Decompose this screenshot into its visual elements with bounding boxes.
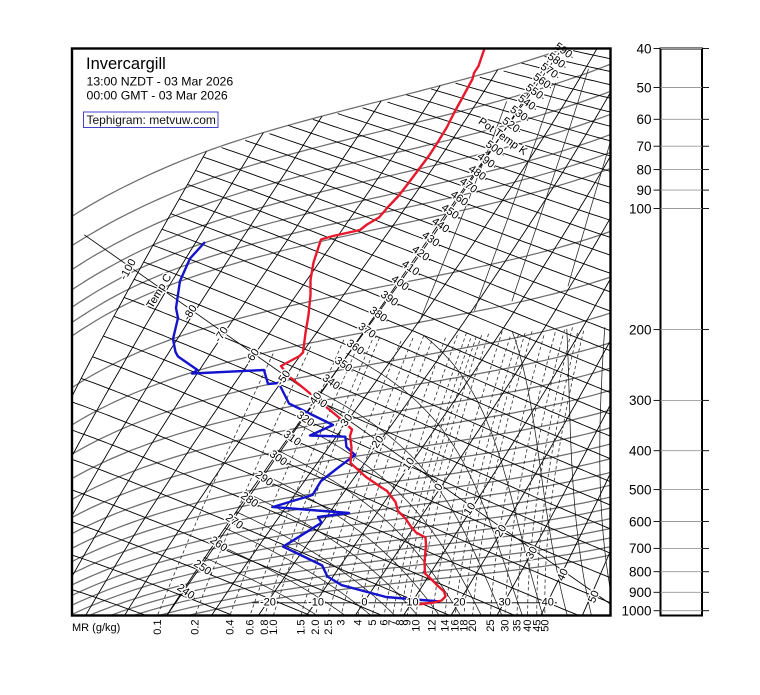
svg-text:900: 900 <box>629 585 652 600</box>
svg-text:800: 800 <box>629 565 652 580</box>
svg-text:700: 700 <box>629 541 652 556</box>
svg-text:20: 20 <box>453 597 465 609</box>
svg-text:MR (g/kg): MR (g/kg) <box>72 622 120 634</box>
svg-text:12: 12 <box>427 620 439 632</box>
svg-text:9: 9 <box>402 620 414 626</box>
svg-text:0.6: 0.6 <box>245 620 257 635</box>
svg-text:13:00 NZDT - 03 Mar 2026: 13:00 NZDT - 03 Mar 2026 <box>87 75 234 89</box>
svg-text:00:00 GMT - 03 Mar 2026: 00:00 GMT - 03 Mar 2026 <box>87 89 228 103</box>
svg-text:90: 90 <box>636 183 651 198</box>
svg-text:18: 18 <box>458 620 470 632</box>
svg-text:7: 7 <box>387 620 399 626</box>
svg-text:35: 35 <box>512 620 524 632</box>
svg-text:3: 3 <box>336 620 348 626</box>
svg-text:300: 300 <box>629 393 652 408</box>
svg-text:1000: 1000 <box>621 604 651 619</box>
svg-text:40: 40 <box>636 41 651 56</box>
svg-text:2.5: 2.5 <box>323 620 335 635</box>
svg-text:0.4: 0.4 <box>224 620 236 635</box>
svg-text:50: 50 <box>636 80 651 95</box>
svg-text:10: 10 <box>410 620 422 632</box>
svg-text:30: 30 <box>498 597 510 609</box>
svg-text:0.1: 0.1 <box>152 620 164 635</box>
svg-text:5: 5 <box>367 620 379 626</box>
svg-text:45: 45 <box>531 620 543 632</box>
svg-text:2.0: 2.0 <box>310 620 322 635</box>
svg-text:6: 6 <box>379 620 391 626</box>
svg-text:Tephigram: metvuw.com: Tephigram: metvuw.com <box>87 113 216 127</box>
svg-text:200: 200 <box>629 322 652 337</box>
svg-text:30: 30 <box>500 620 512 632</box>
svg-text:0.8: 0.8 <box>259 620 271 635</box>
svg-text:500: 500 <box>629 482 652 497</box>
svg-text:400: 400 <box>629 444 652 459</box>
svg-text:-10: -10 <box>308 597 324 609</box>
svg-text:40: 40 <box>522 620 534 632</box>
svg-text:14: 14 <box>439 620 451 632</box>
svg-text:50: 50 <box>539 620 551 632</box>
svg-text:1.0: 1.0 <box>268 620 280 635</box>
svg-text:1.5: 1.5 <box>295 620 307 635</box>
svg-text:-20: -20 <box>260 597 276 609</box>
svg-text:16: 16 <box>450 620 462 632</box>
svg-text:8: 8 <box>395 620 407 626</box>
svg-text:25: 25 <box>485 620 497 632</box>
svg-text:40: 40 <box>542 597 554 609</box>
svg-text:0.2: 0.2 <box>190 620 202 635</box>
svg-text:0: 0 <box>361 597 367 609</box>
svg-text:70: 70 <box>636 139 651 154</box>
svg-text:10: 10 <box>406 597 418 609</box>
svg-text:80: 80 <box>636 162 651 177</box>
svg-text:20: 20 <box>467 620 479 632</box>
svg-text:60: 60 <box>636 112 651 127</box>
svg-text:4: 4 <box>352 620 364 626</box>
svg-text:Invercargill: Invercargill <box>86 55 166 73</box>
svg-text:600: 600 <box>629 514 652 529</box>
svg-text:100: 100 <box>629 201 652 216</box>
